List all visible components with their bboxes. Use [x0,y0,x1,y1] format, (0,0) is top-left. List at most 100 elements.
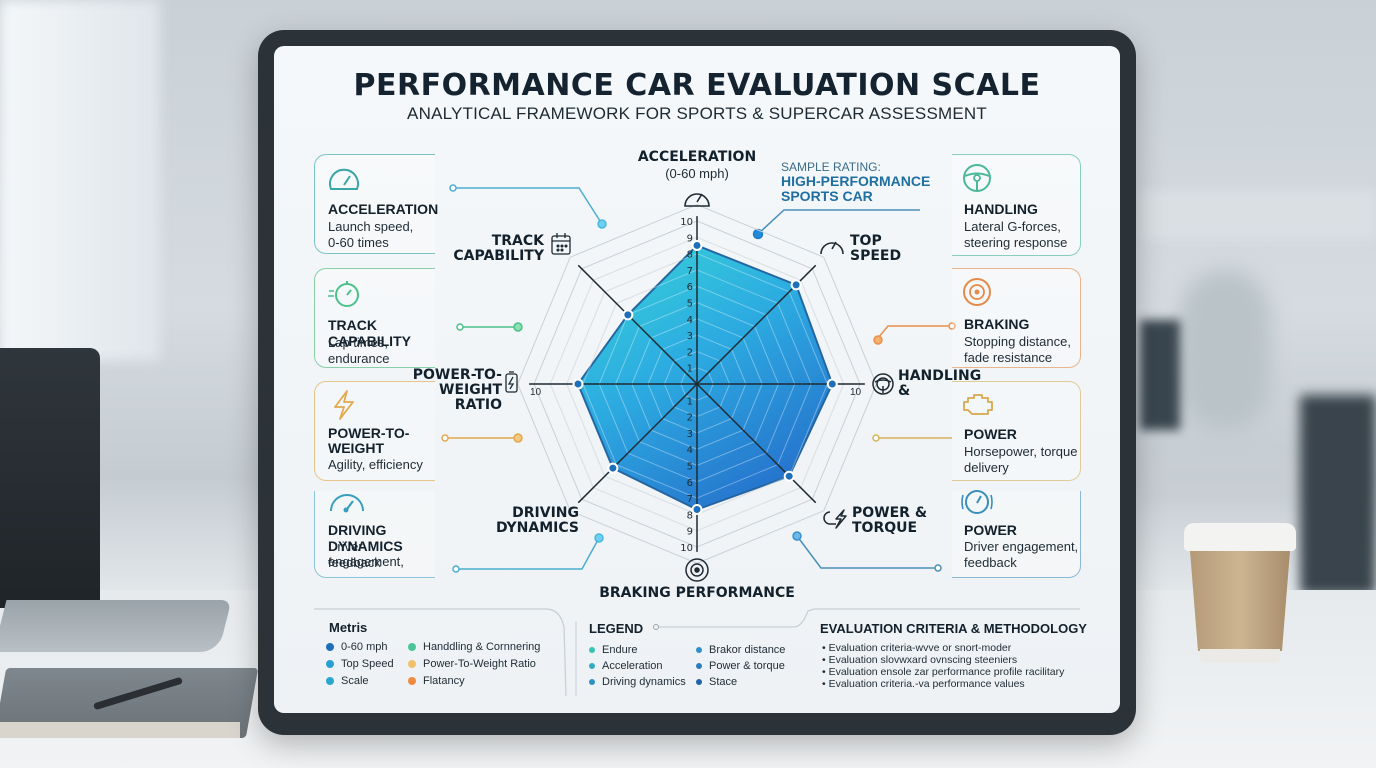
card-driving-dynamics[interactable]: DRIVING DYNAMICS Driver engagement, feed… [314,491,435,578]
svg-text:10: 10 [680,543,693,554]
card-handling[interactable]: HANDLING Lateral G-forces, steering resp… [952,154,1081,256]
brake-disc-icon [963,278,991,306]
axis-label-track-2: CAPABILITY [453,248,544,264]
evaluation-item: • Evaluation slovwxard ovnscing steenier… [822,654,1018,666]
card-desc: feedback [328,555,381,570]
card-title: TRACK CAPABILITY [328,317,411,349]
cup-lid [1184,523,1296,551]
handling-steering-icon [872,373,894,395]
gauge-icon [330,494,364,513]
svg-text:3: 3 [687,429,693,440]
power-torque-icon [823,509,847,529]
svg-text:1: 1 [687,396,693,407]
card-track-capability[interactable]: TRACK CAPABILITY Lap times, endurance [314,268,435,368]
speedometer-icon [329,168,359,190]
axis-label-acceleration-sub: (0-60 mph) [665,166,729,181]
legend-item: Brakor distance [696,644,785,656]
metrics-item: Flatancy [408,675,465,687]
coffee-cup [1184,523,1296,665]
dot-icon [408,660,416,669]
metrics-item: Power-To-Weight Ratio [408,658,536,670]
card-title: POWER-TO- [328,425,410,441]
axis-label-handling-2: & [898,383,911,399]
metrics-item: 0-60 mph [326,641,387,653]
metrics-title: Metris [329,620,368,635]
dot-icon [408,677,416,686]
axis-label-top-speed-2: SPEED [850,248,902,264]
lightning-icon [334,390,354,420]
evaluation-item: • Evaluation criteria.-va performance va… [822,678,1025,690]
svg-text:2: 2 [687,413,693,424]
svg-text:8: 8 [687,250,693,261]
card-power-feedback[interactable]: POWER Driver engagement, feedback [952,490,1081,578]
sample-rating: SAMPLE RATING: HIGH-PERFORMANCE SPORTS C… [781,160,930,204]
card-desc: Launch speed, [328,219,414,234]
card-title: POWER [964,522,1017,538]
dot-icon [408,643,416,652]
card-power-to-weight[interactable]: POWER-TO- WEIGHT Agility, efficiency [314,381,435,481]
background-plant [1180,270,1270,430]
tablet-screen: PERFORMANCE CAR EVALUATION SCALE ANALYTI… [274,46,1120,713]
dot-icon [326,677,334,686]
card-desc: endurance [328,351,390,366]
card-desc: Driver engagement, [328,539,404,569]
axis-label-ptw-3: RATIO [454,397,502,413]
card-power[interactable]: POWER Horsepower, torque delivery [952,381,1081,481]
dot-icon [696,647,702,654]
laptop-screen [0,348,100,608]
axis-label-top-speed: TOP [850,233,882,249]
svg-text:6: 6 [687,282,693,293]
radar-chart: 1 1 2 2 3 3 4 4 5 5 6 6 7 7 8 8 9 9 10 10 [505,193,894,582]
track-calendar-icon [551,233,571,255]
legend-item: Endure [589,644,637,656]
dot-icon [589,647,595,654]
page-title: PERFORMANCE CAR EVALUATION SCALE [353,68,1041,103]
left-axis-tick: 10 [530,387,542,398]
svg-text:4: 4 [687,315,693,326]
dot-icon [326,660,334,669]
legend-item: Power & torque [696,660,785,672]
laptop-base [0,600,232,652]
axis-label-track: TRACK [491,233,544,249]
card-desc: Stopping distance, [964,334,1071,349]
sample-rating-line1: HIGH-PERFORMANCE [781,173,931,189]
connector-lines [441,184,956,573]
sample-rating-label: SAMPLE RATING: [781,160,881,174]
evaluation-title: EVALUATION CRITERIA & METHODOLOGY [820,621,1087,636]
card-desc: delivery [964,460,1009,475]
battery-icon [505,371,518,393]
axis-label-ptw: POWER-TO- [412,367,502,383]
axis-label-handling: HANDLING [898,368,982,384]
axis-label-power-torque: POWER & [852,505,928,521]
top-speed-axis-icon [820,241,844,255]
dot-icon [326,643,334,652]
metrics-item: Handdling & Cornnering [408,641,540,653]
dot-icon [589,663,595,670]
metrics-item: Scale [326,675,369,687]
page-subtitle: ANALYTICAL FRAMEWORK FOR SPORTS & SUPERC… [407,104,987,123]
card-desc: Lap times, [328,335,388,350]
acceleration-axis-icon [684,193,710,207]
legend-title: LEGEND [589,621,644,636]
bottom-panel-borders [314,608,1080,697]
svg-text:6: 6 [687,478,693,489]
braking-disc-axis-icon [685,558,709,582]
card-title: POWER [964,426,1017,442]
card-title: BRAKING [964,316,1030,332]
dot-icon [696,663,702,670]
card-braking[interactable]: BRAKING Stopping distance, fade resistan… [952,268,1081,368]
axis-label-driving: DRIVING [512,505,579,521]
axis-label-acceleration: ACCELERATION [637,149,757,165]
svg-text:5: 5 [687,462,693,473]
evaluation-item: • Evaluation ensole zar performance prof… [822,666,1065,678]
evaluation-item: • Evaluation criteria-wvve or snort-mode… [822,642,1012,654]
card-desc: Horsepower, torque [964,444,1078,459]
card-acceleration[interactable]: ACCELERATION Launch speed, 0-60 times [314,154,439,254]
evaluation-list: • Evaluation criteria-wvve or snort-mode… [822,642,1102,690]
background-monitor [1140,320,1180,430]
svg-text:2: 2 [687,347,693,358]
card-title: ACCELERATION [328,201,439,217]
card-title: HANDLING [964,201,1038,217]
sample-rating-line2: SPORTS CAR [781,188,873,204]
notebook-pages [0,722,240,738]
